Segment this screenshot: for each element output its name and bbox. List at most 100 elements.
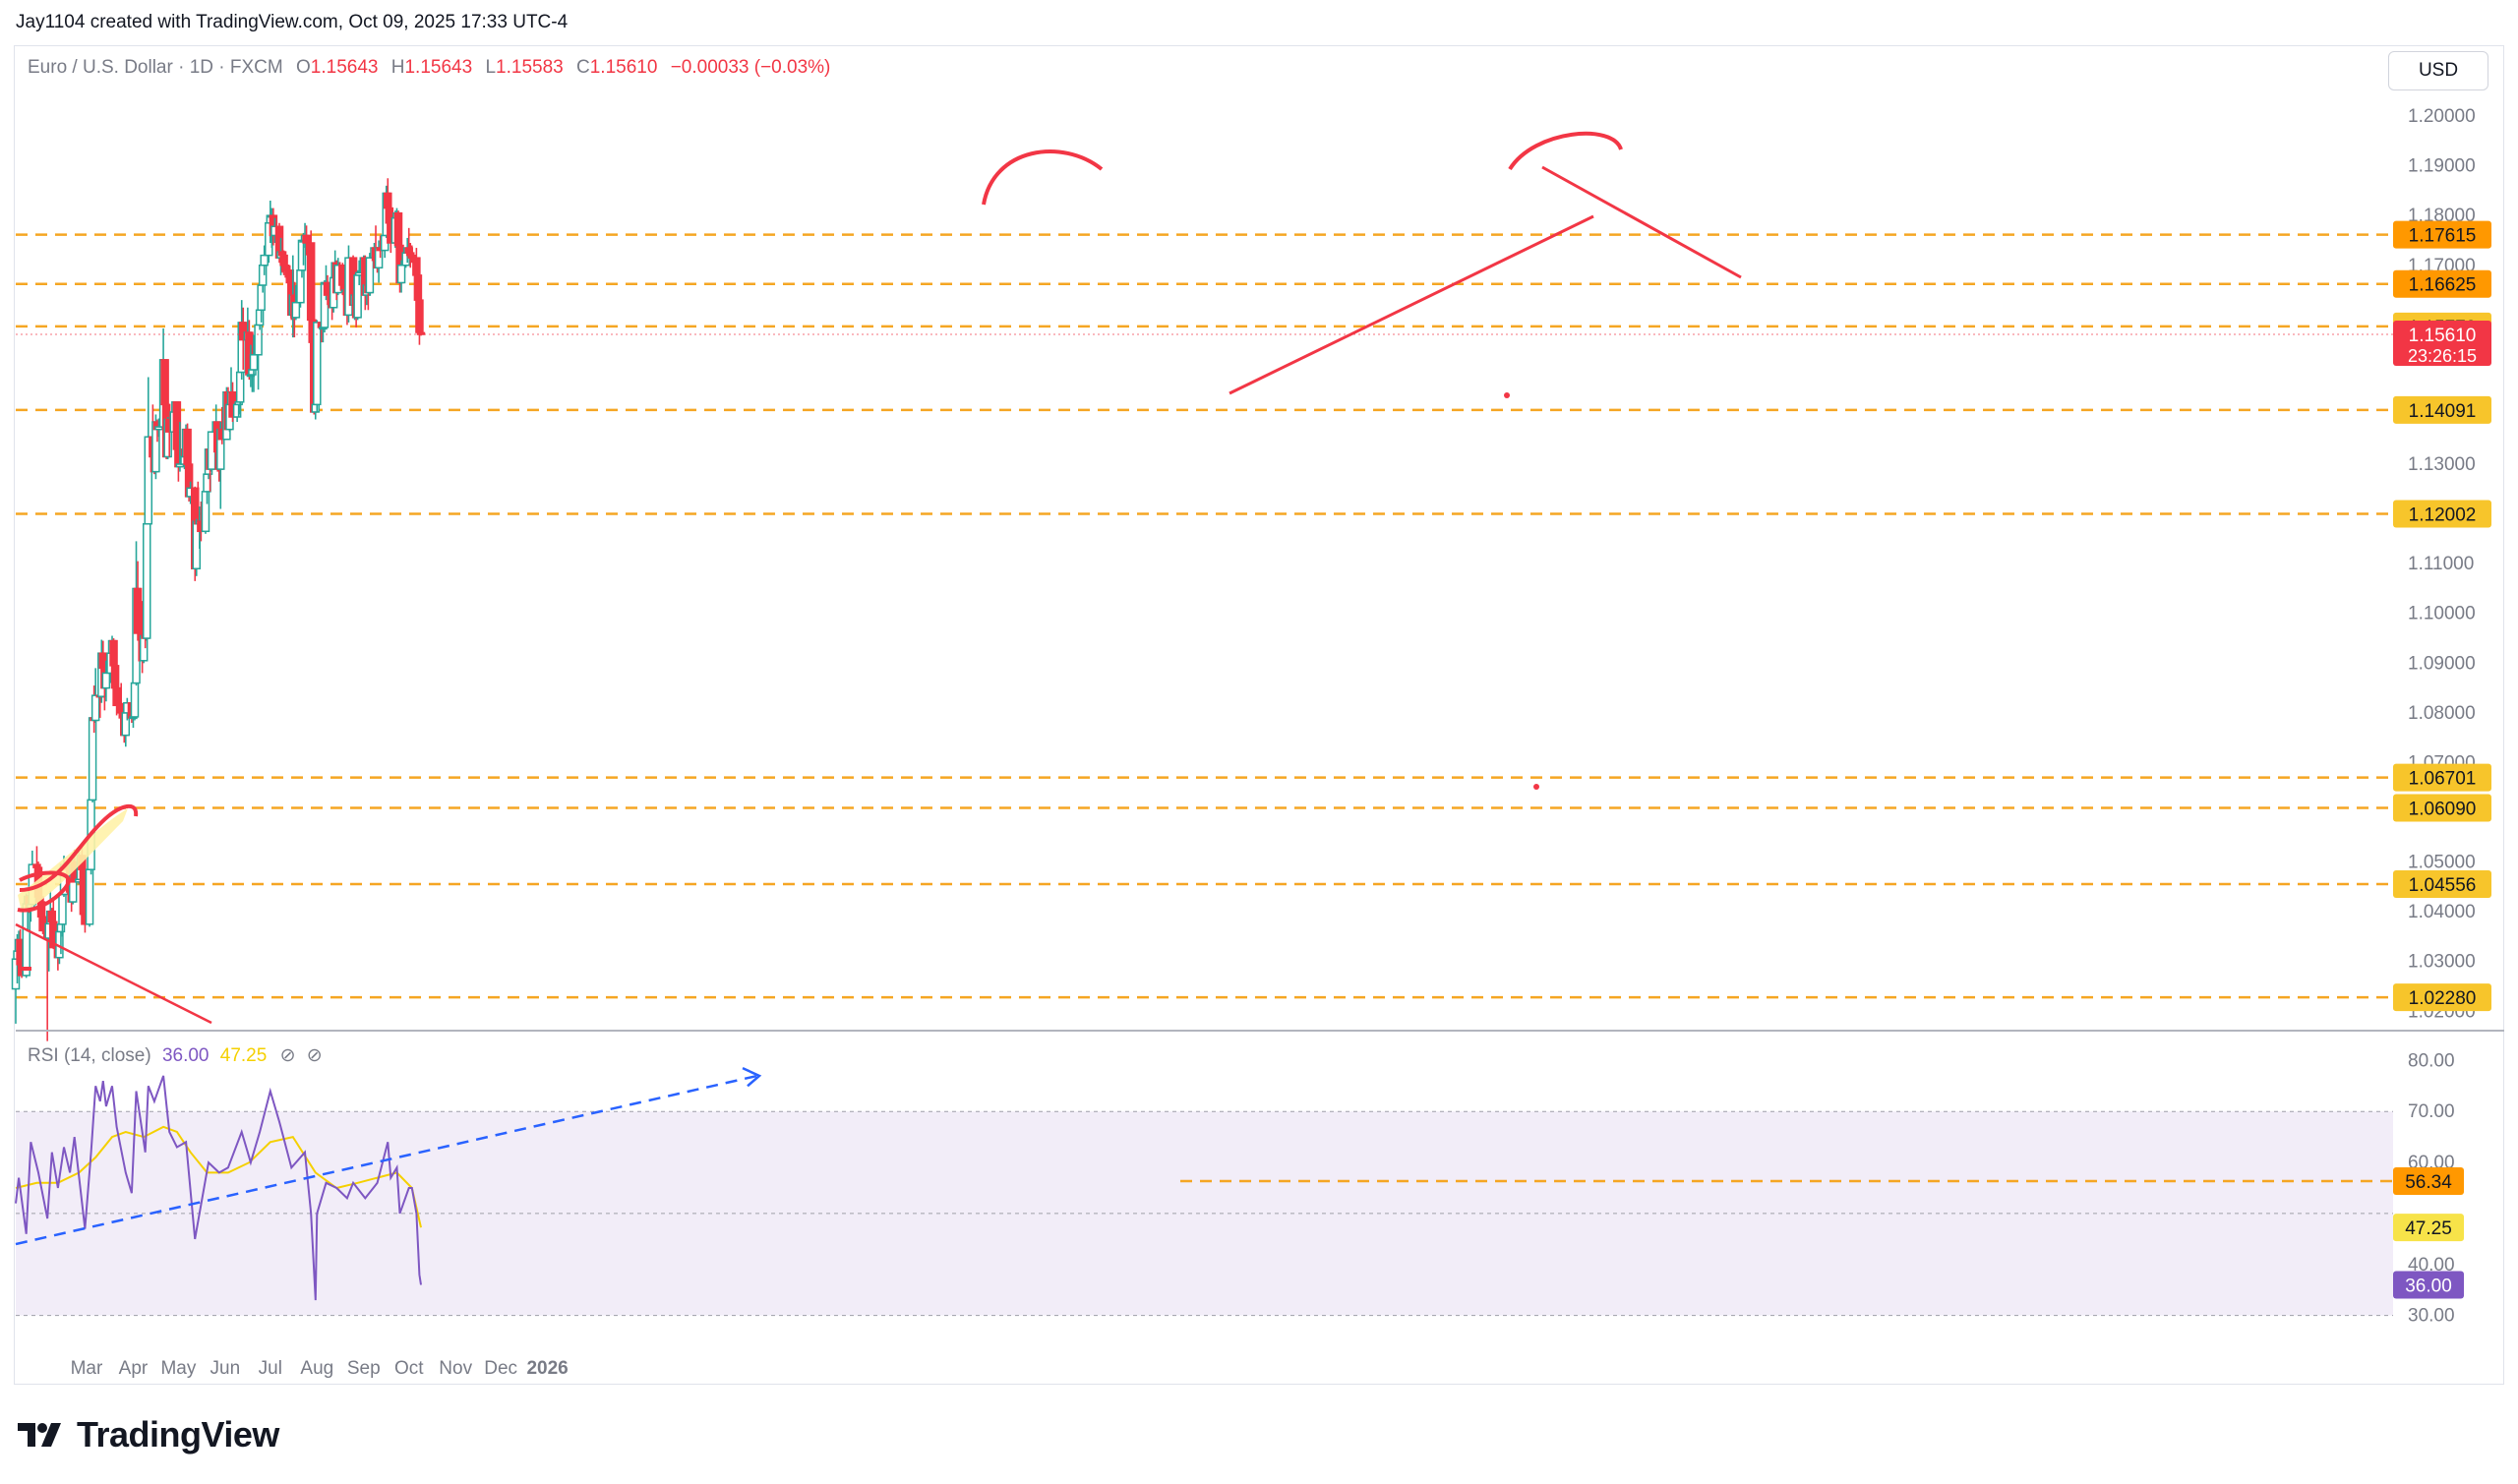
symbol-label[interactable]: Euro / U.S. Dollar · 1D · FXCM <box>28 57 283 78</box>
level-price-badge <box>2393 500 2491 528</box>
candle-body <box>311 403 321 413</box>
candle-body <box>47 910 57 923</box>
price-tick-label: 1.20000 <box>2408 106 2476 127</box>
rsi-tick-label: 80.00 <box>2408 1050 2455 1071</box>
price-tick-label: 1.11000 <box>2408 554 2474 574</box>
candle-body <box>109 639 118 667</box>
candle-body <box>235 371 245 403</box>
candle-body <box>248 369 257 376</box>
time-tick-label: Dec <box>484 1358 517 1379</box>
level-price-badge <box>2393 983 2491 1012</box>
candle-body <box>56 923 66 933</box>
candle <box>175 422 185 472</box>
candle <box>353 269 362 321</box>
early-arc-marker-2[interactable] <box>17 870 72 913</box>
rsi-series <box>15 1067 762 1301</box>
candle-body <box>101 672 111 689</box>
candle-body <box>396 265 406 284</box>
chart-canvas[interactable]: 1.200001.190001.180001.170001.130001.110… <box>0 0 2518 1396</box>
candlestick-series <box>11 178 426 1041</box>
head-shoulder-arc-2[interactable] <box>1508 131 1623 171</box>
candle-body <box>407 254 417 259</box>
price-legend: Euro / U.S. Dollar · 1D · FXCM O1.15643 … <box>28 57 838 79</box>
tradingview-wordmark: TradingView <box>77 1414 279 1454</box>
level-price-text: 1.12002 <box>2409 505 2477 525</box>
candle-body <box>260 254 269 267</box>
candle-body <box>112 686 121 707</box>
open-label: O <box>296 57 311 78</box>
head-shoulder-arc-1[interactable] <box>982 149 1104 206</box>
candle <box>239 307 248 370</box>
change-value: −0.00033 (−0.03%) <box>670 57 831 78</box>
candle-body <box>280 265 290 271</box>
level-price-text: 1.16625 <box>2409 275 2477 296</box>
candle-body <box>201 491 210 533</box>
rsi-last-text: 36.00 <box>2405 1276 2452 1297</box>
red-dot-marker[interactable] <box>1533 784 1539 790</box>
early-arc-marker[interactable] <box>19 803 139 892</box>
time-tick-label: Jun <box>210 1358 241 1379</box>
time-tick-label: Apr <box>119 1358 149 1379</box>
candle-body <box>255 309 265 326</box>
highlight-zone[interactable] <box>18 808 128 913</box>
level-price-badge <box>2393 395 2491 424</box>
candle-body <box>85 868 94 925</box>
rsi-tick-label: 30.00 <box>2408 1306 2455 1327</box>
attribution-text: Jay1104 created with TradingView.com, Oc… <box>16 12 569 32</box>
time-tick-label: May <box>160 1358 196 1379</box>
hide-icon[interactable]: ⊘ <box>279 1045 296 1066</box>
high-value: 1.15643 <box>404 57 473 78</box>
candle-body <box>412 257 421 276</box>
tradingview-logo[interactable]: TradingView <box>18 1414 279 1455</box>
price-tick-label: 1.04000 <box>2408 902 2476 922</box>
lower-trendline[interactable] <box>15 922 212 1025</box>
level-price-text: 1.06090 <box>2409 799 2477 819</box>
rsi-label[interactable]: RSI (14, close) <box>28 1045 151 1066</box>
candle-body <box>302 234 311 244</box>
price-tick-label: 1.09000 <box>2408 653 2476 674</box>
candle-body <box>365 257 375 294</box>
rsi-last-badge <box>2393 1271 2464 1299</box>
candle-body <box>249 354 259 371</box>
candle-body <box>279 254 288 267</box>
candle-body <box>239 322 248 341</box>
falling-trendline[interactable] <box>1541 165 1742 279</box>
level-price-text: 1.06701 <box>2409 769 2477 790</box>
rsi-value: 36.00 <box>161 1045 210 1066</box>
candle <box>365 253 375 296</box>
candle-body <box>306 242 316 322</box>
candle-body <box>183 428 192 465</box>
rsi-trendline-arrow <box>742 1067 762 1088</box>
candle-body <box>110 665 120 689</box>
currency-button[interactable]: USD <box>2388 51 2488 90</box>
level-price-text: 1.14091 <box>2409 401 2477 422</box>
candle <box>296 265 305 308</box>
candle-body <box>353 274 362 319</box>
candle <box>112 685 121 716</box>
rsi-band <box>16 1110 2393 1317</box>
rising-trendline[interactable] <box>1229 214 1594 395</box>
candle <box>415 297 424 345</box>
candle-body <box>257 284 266 312</box>
horizontal-levels <box>16 233 2393 999</box>
candle-body <box>296 269 305 304</box>
time-tick-label: Aug <box>300 1358 333 1379</box>
candle <box>291 284 301 321</box>
level-price-badge <box>2393 794 2491 822</box>
candle-body <box>313 322 322 406</box>
candle-body <box>384 192 392 209</box>
candle <box>90 668 100 723</box>
time-tick-label: Nov <box>439 1358 472 1379</box>
time-tick-label: Jul <box>259 1358 282 1379</box>
hide-icon[interactable]: ⊘ <box>306 1045 323 1066</box>
red-dot-marker[interactable] <box>1504 392 1510 398</box>
close-value: 1.15610 <box>589 57 658 78</box>
high-label: H <box>390 57 405 78</box>
candle <box>260 245 269 275</box>
rsi-trendline[interactable] <box>15 1074 758 1246</box>
candle <box>396 260 406 293</box>
candle-body <box>415 299 424 333</box>
candle <box>249 334 259 392</box>
candle-body <box>160 359 169 406</box>
